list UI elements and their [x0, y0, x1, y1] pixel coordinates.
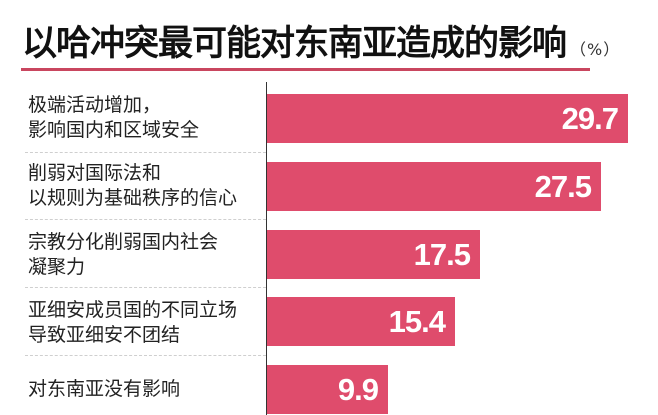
row-separator	[25, 355, 266, 356]
label-line: 导致亚细安不团结	[28, 324, 181, 346]
row-separator	[25, 219, 266, 220]
label-line: 宗教分化削弱国内社会	[28, 231, 219, 253]
category-axis-line	[266, 82, 267, 415]
bar-5: 9.9	[267, 365, 388, 414]
unit-label: （%）	[570, 40, 621, 59]
label-line: 削弱对国际法和	[28, 162, 162, 184]
label-line: 亚细安成员国的不同立场	[28, 299, 238, 321]
title-text: 以哈冲突最可能对东南亚造成的影响	[22, 24, 567, 64]
label-line: 以规则为基础秩序的信心	[28, 187, 238, 209]
bar-value-label: 29.7	[561, 101, 619, 136]
category-label-3: 宗教分化削弱国内社会 凝聚力	[28, 230, 264, 280]
label-line: 凝聚力	[28, 256, 86, 278]
bar-3: 17.5	[267, 230, 480, 279]
category-label-4: 亚细安成员国的不同立场 导致亚细安不团结	[28, 298, 264, 348]
bar-4: 15.4	[267, 297, 455, 346]
bar-2: 27.5	[267, 162, 601, 211]
row-separator	[25, 287, 266, 288]
category-label-5: 对东南亚没有影响	[28, 377, 264, 402]
bar-value-label: 27.5	[534, 169, 592, 204]
row-separator	[25, 152, 266, 153]
title-underline	[21, 68, 590, 71]
bar-1: 29.7	[267, 94, 628, 143]
category-label-1: 极端活动增加， 影响国内和区域安全	[28, 93, 264, 143]
label-line: 影响国内和区域安全	[28, 119, 200, 141]
chart-title: 以哈冲突最可能对东南亚造成的影响 （%）	[22, 22, 620, 72]
category-label-2: 削弱对国际法和 以规则为基础秩序的信心	[28, 161, 264, 211]
bar-value-label: 15.4	[388, 304, 446, 339]
bar-value-label: 17.5	[413, 237, 471, 272]
label-line: 对东南亚没有影响	[28, 378, 181, 400]
label-line: 极端活动增加，	[28, 94, 162, 116]
bar-value-label: 9.9	[337, 372, 379, 407]
